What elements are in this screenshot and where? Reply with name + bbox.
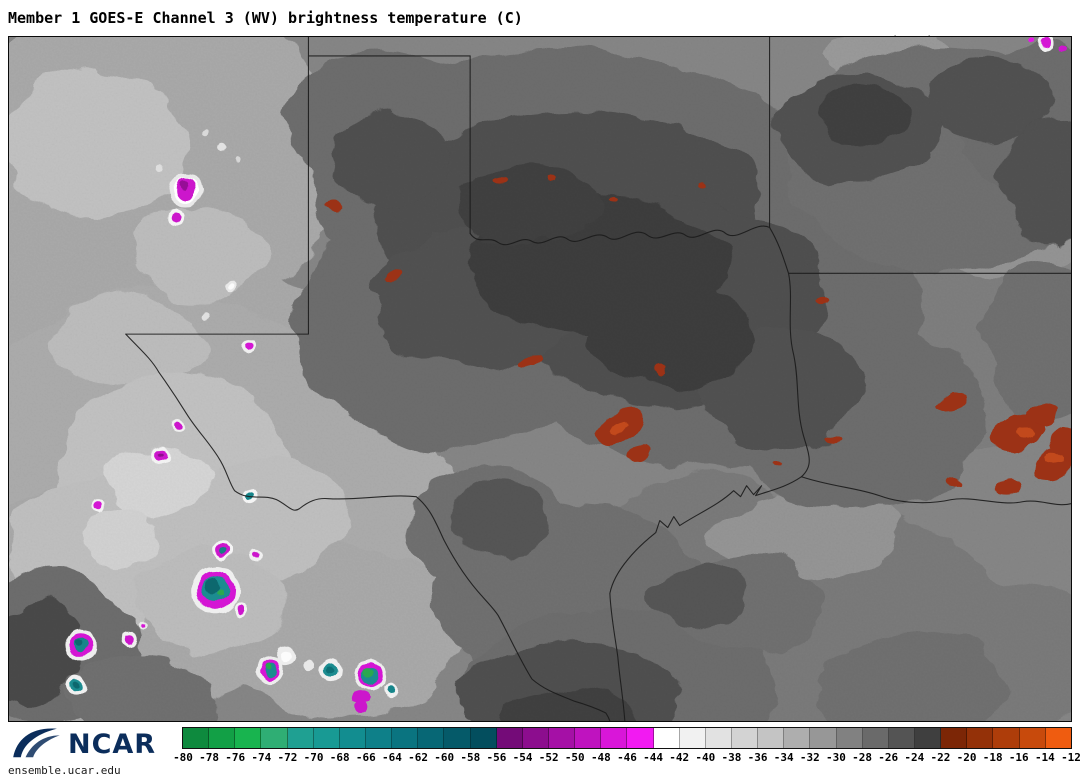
warm-dry-spots — [327, 173, 1071, 495]
colorbar-tick-label: -64 — [382, 751, 402, 764]
colorbar-cell — [183, 728, 210, 748]
colorbar-tick-label: -54 — [512, 751, 533, 764]
border-tx-coast — [609, 476, 803, 721]
colorbar-cell — [601, 728, 628, 748]
site-url: ensemble.ucar.edu — [8, 764, 121, 777]
colorbar-cell — [836, 728, 863, 748]
colorbar-tick-label: -72 — [277, 751, 298, 764]
colorbar-cell — [888, 728, 915, 748]
colorbar-cell — [705, 728, 732, 748]
colorbar-tick-label: -28 — [852, 751, 872, 764]
colorbar-tick-label: -42 — [669, 751, 690, 764]
colorbar-cell — [444, 728, 471, 748]
colorbar-cell — [365, 728, 393, 748]
colorbar-cell — [993, 728, 1020, 748]
colorbar-cell — [313, 728, 340, 748]
colorbar-tick-label: -16 — [1008, 751, 1029, 764]
colorbar-tick-label: -22 — [930, 751, 951, 764]
colorbar-cell — [914, 728, 942, 748]
colorbar-tick-label: -30 — [826, 751, 846, 764]
colorbar-cell — [1045, 728, 1071, 748]
colorbar-cell — [1019, 728, 1046, 748]
colorbar-tick-label: -58 — [460, 751, 481, 764]
colorbar-cell — [784, 728, 811, 748]
convective-cells — [64, 37, 1066, 714]
colorbar-cell — [575, 728, 602, 748]
satellite-map — [8, 36, 1072, 722]
colorbar-tick-label: -76 — [225, 751, 246, 764]
colorbar-tick-label: -36 — [747, 751, 768, 764]
colorbar-tick-label: -12 — [1061, 751, 1080, 764]
colorbar-tick-label: -70 — [303, 751, 324, 764]
colorbar-cell — [627, 728, 654, 748]
border-tx-la — [769, 226, 810, 478]
border-red-river — [469, 225, 771, 246]
colorbar-cell — [731, 728, 759, 748]
border-nm-tx — [125, 37, 309, 335]
colorbar-cell — [967, 728, 994, 748]
colorbar-tick-label: -20 — [956, 751, 977, 764]
colorbar-cell — [470, 728, 497, 748]
colorbar: -80 -78 -76 -74 -72 -70 -68 -66 -64 -62 -60 -58 -56-… — [173, 727, 1080, 771]
colorbar-tick-label: -60 — [434, 751, 455, 764]
colorbar-tick-label: -24 — [904, 751, 925, 764]
colorbar-tick-label: -46 — [617, 751, 637, 764]
colorbar-tick-label: -68 — [329, 751, 350, 764]
colorbar-cell — [209, 728, 236, 748]
colorbar-tick-label: -52 — [538, 751, 559, 764]
colorbar-tick-label: -80 — [173, 751, 193, 764]
colorbar-tick-label: -40 — [695, 751, 716, 764]
border-la-coast — [800, 476, 1071, 506]
border-rio-grande — [125, 333, 611, 721]
colorbar-cell — [235, 728, 262, 748]
colorbar-cells — [182, 727, 1072, 749]
colorbar-tick-label: -18 — [982, 751, 1003, 764]
imagery-grain — [9, 37, 1071, 721]
colorbar-tick-label: -50 — [564, 751, 585, 764]
ncar-logo-text: NCAR — [68, 728, 157, 760]
colorbar-tick-label: -74 — [251, 751, 272, 764]
colorbar-cell — [522, 728, 549, 748]
ncar-swoosh — [13, 728, 60, 758]
colorbar-tick-label: -66 — [355, 751, 376, 764]
colorbar-cell — [548, 728, 576, 748]
colorbar-cell — [941, 728, 968, 748]
colorbar-ticks: -80 -78 -76 -74 -72 -70 -68 -66 -64 -62 -60 -58 -56-… — [173, 749, 1080, 765]
colorbar-tick-label: -32 — [799, 751, 820, 764]
state-borders — [125, 37, 1071, 721]
colorbar-cell — [679, 728, 706, 748]
colorbar-cell — [339, 728, 366, 748]
colorbar-tick-label: -14 — [1034, 751, 1055, 764]
ncar-logo-icon — [10, 723, 62, 765]
warm-dry-cores — [611, 420, 1063, 466]
colorbar-tick-label: -26 — [878, 751, 899, 764]
ncar-branding: NCAR — [10, 723, 156, 765]
colorbar-cell — [810, 728, 837, 748]
colorbar-cell — [653, 728, 680, 748]
colorbar-tick-label: -34 — [773, 751, 794, 764]
colorbar-cell — [758, 728, 785, 748]
colorbar-cell — [287, 728, 314, 748]
colorbar-cell — [496, 728, 523, 748]
colorbar-tick-label: -38 — [721, 751, 742, 764]
colorbar-tick-label: -78 — [199, 751, 220, 764]
colorbar-tick-label: -48 — [590, 751, 611, 764]
colorbar-cell — [418, 728, 445, 748]
colorbar-tick-label: -44 — [643, 751, 664, 764]
satellite-map-svg — [9, 37, 1071, 721]
colorbar-tick-label: -62 — [408, 751, 428, 764]
colorbar-cell — [392, 728, 419, 748]
colorbar-cell — [862, 728, 889, 748]
colorbar-cell — [261, 728, 288, 748]
plot-title: Member 1 GOES-E Channel 3 (WV) brightnes… — [8, 9, 523, 27]
colorbar-tick-label: -56 — [486, 751, 507, 764]
